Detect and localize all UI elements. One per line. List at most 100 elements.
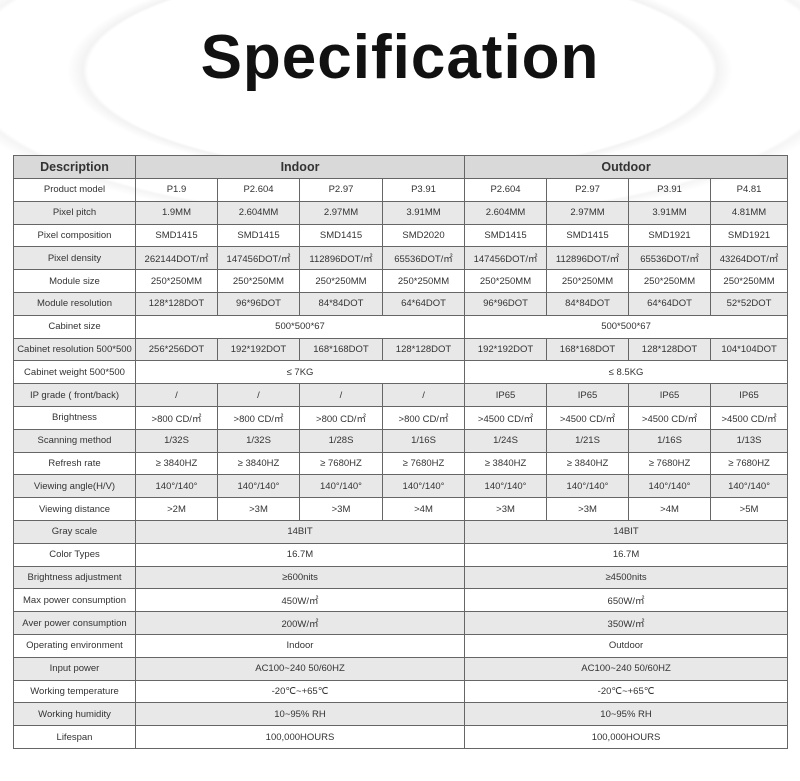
table-cell: 65536DOT/㎡ <box>628 246 712 271</box>
table-row: Module size 250*250MM 250*250MM 250*250MM 25… <box>13 269 789 293</box>
table-row: Operating environment Indoor Outdoor <box>13 633 789 658</box>
table-cell: 140°/140° <box>299 474 383 499</box>
table-cell: SMD1415 <box>299 223 383 248</box>
outdoor-value: Outdoor <box>464 633 789 658</box>
row-label: Color Types <box>13 542 136 567</box>
row-label: Refresh rate <box>13 451 136 476</box>
table-row: Working temperature -20℃~+65℃ -20℃~+65℃ <box>13 679 789 704</box>
outdoor-value: ≤ 8.5KG <box>464 360 789 385</box>
table-row: Pixel composition SMD1415 SMD1415 SMD1415 SM… <box>13 223 789 248</box>
table-cell: 140°/140° <box>464 474 548 499</box>
table-cell: 2.604MM <box>464 200 548 225</box>
row-label: Module size <box>13 269 136 293</box>
table-cell: >4M <box>381 497 466 521</box>
table-cell: >5M <box>710 497 789 521</box>
indoor-value: 100,000HOURS <box>134 725 466 749</box>
header-description: Description <box>13 155 136 179</box>
table-cell: / <box>217 383 300 407</box>
table-cell: P2.97 <box>299 178 383 202</box>
row-label: Lifespan <box>13 725 136 749</box>
table-cell: >3M <box>299 497 383 521</box>
table-row: Refresh rate ≥ 3840HZ ≥ 3840HZ ≥ 7680HZ ≥ 76… <box>13 451 789 476</box>
table-cell: 192*192DOT <box>217 337 300 362</box>
table-row: Cabinet weight 500*500 ≤ 7KG ≤ 8.5KG <box>13 360 789 385</box>
outdoor-value: -20℃~+65℃ <box>464 679 789 704</box>
indoor-value: 500*500*67 <box>134 314 466 339</box>
indoor-value: 450W/㎡ <box>134 588 466 613</box>
table-cell: P1.9 <box>135 178 218 202</box>
table-cell: 140°/140° <box>546 474 630 499</box>
table-cell: 250*250MM <box>217 269 300 293</box>
row-label: Gray scale <box>13 519 136 544</box>
table-row: Module resolution 128*128DOT 96*96DOT 84*84… <box>13 291 789 316</box>
row-label: Pixel pitch <box>13 200 136 225</box>
row-label: Viewing angle(H/V) <box>13 474 136 499</box>
indoor-value: AC100~240 50/60HZ <box>134 656 466 681</box>
row-label: Viewing distance <box>13 497 136 521</box>
indoor-value: -20℃~+65℃ <box>134 679 466 704</box>
table-cell: 147456DOT/㎡ <box>217 246 300 271</box>
table-row: Scanning method 1/32S 1/32S 1/28S 1/16S 1/24S… <box>13 428 789 453</box>
table-cell: 250*250MM <box>135 269 218 293</box>
outdoor-value: 500*500*67 <box>464 314 789 339</box>
table-cell: ≥ 3840HZ <box>217 451 300 476</box>
table-cell: 140°/140° <box>710 474 789 499</box>
table-cell: >3M <box>217 497 300 521</box>
table-cell: 168*168DOT <box>546 337 630 362</box>
table-cell: 52*52DOT <box>710 291 789 316</box>
outdoor-value: 14BIT <box>464 519 789 544</box>
row-label: Product model <box>13 178 136 202</box>
table-cell: 104*104DOT <box>710 337 789 362</box>
outdoor-value: 650W/㎡ <box>464 588 789 613</box>
table-cell: 43264DOT/㎡ <box>710 246 789 271</box>
outdoor-value: 350W/㎡ <box>464 611 789 635</box>
outdoor-value: 16.7M <box>464 542 789 567</box>
table-cell: SMD1415 <box>546 223 630 248</box>
table-row: IP grade ( front/back) / / / / IP65 IP65 IP65 IP… <box>13 383 789 407</box>
table-cell: P3.91 <box>381 178 466 202</box>
outdoor-value: ≥4500nits <box>464 565 789 590</box>
table-cell: SMD1921 <box>628 223 712 248</box>
table-cell: P4.81 <box>710 178 789 202</box>
table-cell: 1/21S <box>546 428 630 453</box>
table-cell: / <box>299 383 383 407</box>
table-cell: >2M <box>135 497 218 521</box>
table-cell: P2.97 <box>546 178 630 202</box>
row-label: Pixel composition <box>13 223 136 248</box>
outdoor-value: 10~95% RH <box>464 702 789 727</box>
table-cell: ≥ 3840HZ <box>546 451 630 476</box>
table-cell: 84*84DOT <box>299 291 383 316</box>
table-cell: >800 CD/㎡ <box>299 405 383 430</box>
table-cell: SMD1415 <box>135 223 218 248</box>
row-label: Input power <box>13 656 136 681</box>
row-label: Brightness adjustment <box>13 565 136 590</box>
row-label: Cabinet resolution 500*500 <box>13 337 136 362</box>
table-cell: SMD1415 <box>217 223 300 248</box>
table-cell: 250*250MM <box>710 269 789 293</box>
table-cell: / <box>135 383 218 407</box>
table-row: Color Types 16.7M 16.7M <box>13 542 789 567</box>
row-label: Scanning method <box>13 428 136 453</box>
table-cell: 64*64DOT <box>381 291 466 316</box>
table-cell: 1/16S <box>381 428 466 453</box>
table-cell: IP65 <box>710 383 789 407</box>
table-cell: >800 CD/㎡ <box>135 405 218 430</box>
table-cell: 128*128DOT <box>381 337 466 362</box>
table-cell: ≥ 3840HZ <box>464 451 548 476</box>
table-cell: 65536DOT/㎡ <box>381 246 466 271</box>
table-row: Pixel pitch 1.9MM 2.604MM 2.97MM 3.91MM 2.604… <box>13 200 789 225</box>
table-cell: 2.97MM <box>546 200 630 225</box>
specification-table: Description Indoor Outdoor Product model… <box>13 155 789 749</box>
row-label: Aver power consumption <box>13 611 136 635</box>
table-row: Brightness adjustment ≥600nits ≥4500nits <box>13 565 789 590</box>
outdoor-value: 100,000HOURS <box>464 725 789 749</box>
header-row: Description Indoor Outdoor <box>13 155 789 179</box>
indoor-value: Indoor <box>134 633 466 658</box>
table-cell: ≥ 7680HZ <box>381 451 466 476</box>
table-cell: >4500 CD/㎡ <box>546 405 630 430</box>
table-row: Cabinet resolution 500*500 256*256DOT 192*… <box>13 337 789 362</box>
table-cell: 3.91MM <box>628 200 712 225</box>
table-cell: 250*250MM <box>628 269 712 293</box>
table-cell: 147456DOT/㎡ <box>464 246 548 271</box>
table-cell: 112896DOT/㎡ <box>546 246 630 271</box>
